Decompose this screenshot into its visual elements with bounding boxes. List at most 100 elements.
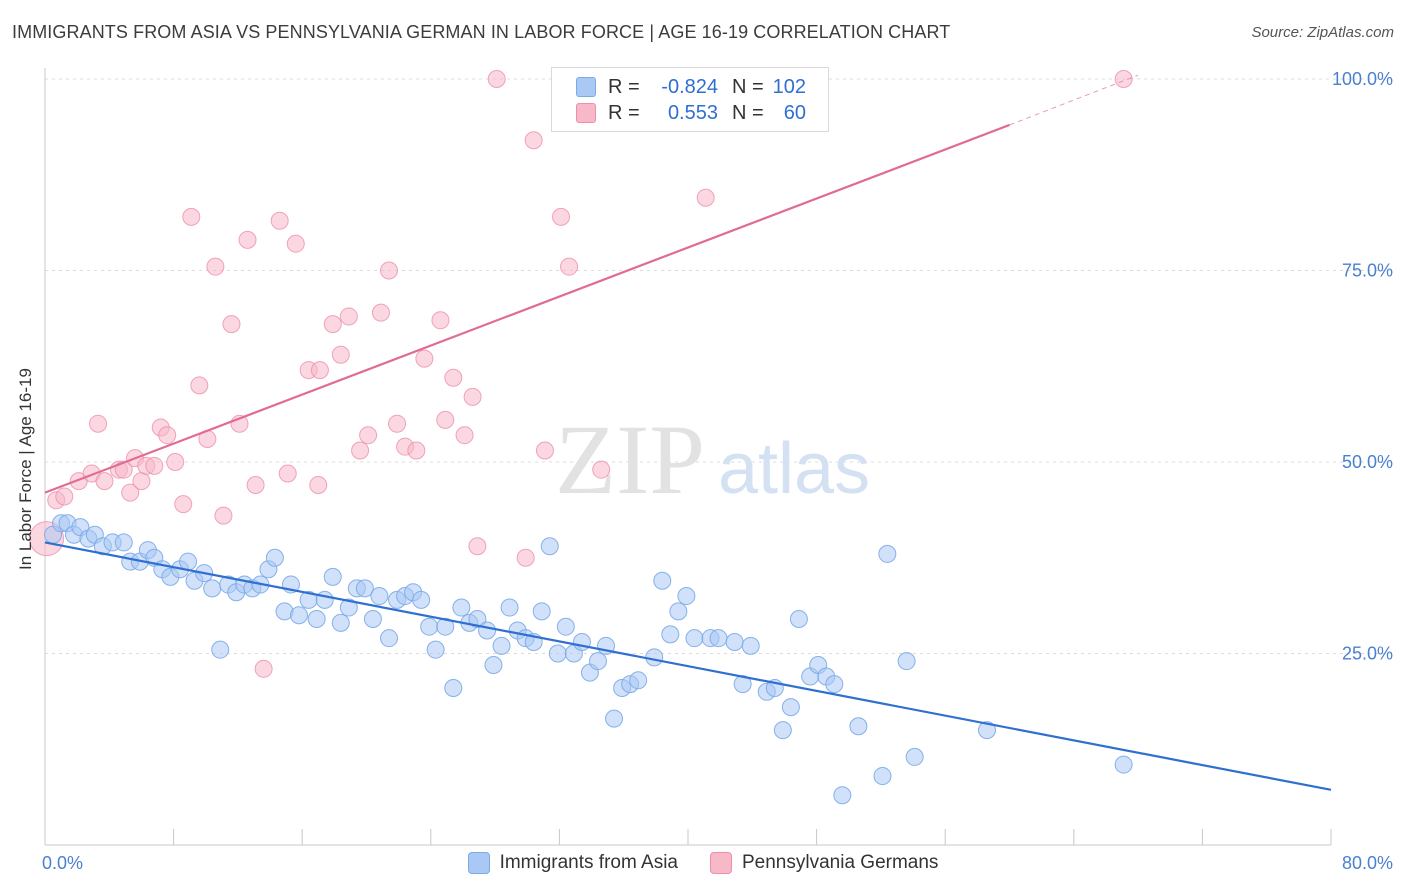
data-point-immigrants-from-asia [725, 633, 744, 652]
legend-swatch-pg [710, 852, 732, 874]
data-point-pennsylvania-germans [121, 483, 140, 502]
data-point-immigrants-from-asia [412, 590, 431, 609]
data-point-pennsylvania-germans [524, 131, 543, 150]
data-point-immigrants-from-asia [452, 598, 471, 617]
data-point-immigrants-from-asia [500, 598, 519, 617]
data-point-pennsylvania-germans [214, 506, 233, 525]
data-point-immigrants-from-asia [905, 747, 924, 766]
data-point-immigrants-from-asia [492, 636, 511, 655]
data-point-immigrants-from-asia [645, 648, 664, 667]
data-point-pennsylvania-germans [132, 472, 151, 491]
y-axis-label: In Labor Force | Age 16-19 [16, 368, 35, 570]
data-point-immigrants-from-asia [426, 640, 445, 659]
data-point-immigrants-from-asia [677, 587, 696, 606]
data-point-immigrants-from-asia [307, 610, 326, 629]
data-point-pennsylvania-germans [310, 361, 329, 380]
legend-n-value-asia: 102 [772, 75, 806, 98]
data-point-immigrants-from-asia [873, 767, 892, 786]
data-point-immigrants-from-asia [179, 552, 198, 571]
legend-item-asia[interactable]: Immigrants from Asia [467, 852, 678, 874]
data-point-immigrants-from-asia [773, 721, 792, 740]
data-point-immigrants-from-asia [825, 675, 844, 694]
data-point-pennsylvania-germans [468, 537, 487, 556]
watermark-atlas: atlas [718, 429, 870, 509]
trendline-pennsylvania-germans [44, 123, 1010, 494]
data-point-immigrants-from-asia [478, 621, 497, 640]
legend-item-pg[interactable]: Pennsylvania Germans [710, 852, 938, 874]
data-point-pennsylvania-germans [145, 456, 164, 475]
data-point-pennsylvania-germans [380, 261, 399, 280]
data-point-immigrants-from-asia [878, 544, 897, 563]
data-point-pennsylvania-germans [89, 414, 108, 433]
legend-r-value-asia: -0.824 [661, 75, 718, 98]
data-point-immigrants-from-asia [548, 644, 567, 663]
data-point-pennsylvania-germans [415, 349, 434, 368]
tick-labels: 25.0% 50.0% 75.0% 100.0% 0.0% 80.0% [42, 69, 1393, 873]
data-point-pennsylvania-germans [339, 307, 358, 326]
data-point-immigrants-from-asia [605, 709, 624, 728]
data-point-pennsylvania-germans [535, 441, 554, 460]
data-point-immigrants-from-asia [484, 655, 503, 674]
data-point-pennsylvania-germans [351, 441, 370, 460]
data-point-pennsylvania-germans [182, 207, 201, 226]
data-point-immigrants-from-asia [211, 640, 230, 659]
correlation-legend: R = -0.824 N = 102 R = 0.553 N = 60 [551, 67, 829, 132]
data-point-immigrants-from-asia [355, 579, 374, 598]
data-point-pennsylvania-germans [323, 315, 342, 334]
legend-n-label: N = [732, 101, 764, 124]
data-point-immigrants-from-asia [556, 617, 575, 636]
data-point-immigrants-from-asia [444, 678, 463, 697]
data-point-pennsylvania-germans [166, 453, 185, 471]
data-point-pennsylvania-germans [592, 460, 611, 479]
x-tick-label: 0.0% [42, 853, 83, 873]
data-point-immigrants-from-asia [709, 629, 728, 648]
trendline-extension-pennsylvania-germans [1009, 74, 1139, 126]
x-tick-label: 80.0% [1342, 853, 1393, 873]
data-point-immigrants-from-asia [661, 625, 680, 644]
data-point-pennsylvania-germans [696, 188, 715, 207]
y-tick-label: 50.0% [1342, 452, 1393, 472]
data-point-pennsylvania-germans [246, 475, 265, 494]
watermark: ZIP atlas [555, 404, 870, 515]
data-point-pennsylvania-germans [560, 257, 579, 276]
legend-row-asia: R = -0.824 N = 102 [576, 75, 806, 99]
axes [44, 68, 1332, 846]
data-point-pennsylvania-germans [455, 426, 474, 445]
legend-n-value-pg: 60 [783, 101, 806, 124]
legend-swatch-asia [576, 77, 596, 97]
legend-r-label: R = [608, 75, 640, 98]
data-point-pennsylvania-germans [254, 659, 273, 678]
data-point-immigrants-from-asia [1114, 755, 1133, 774]
watermark-zip: ZIP [555, 404, 705, 515]
data-point-immigrants-from-asia [977, 721, 996, 740]
data-point-pennsylvania-germans [286, 234, 305, 253]
y-tick-label: 75.0% [1342, 261, 1393, 281]
data-point-pennsylvania-germans [331, 345, 350, 364]
data-point-pennsylvania-germans [55, 487, 74, 506]
data-point-pennsylvania-germans [516, 548, 535, 567]
data-point-pennsylvania-germans [190, 376, 209, 395]
legend-swatch-pg [576, 103, 596, 123]
data-point-immigrants-from-asia [315, 590, 334, 609]
data-point-pennsylvania-germans [174, 495, 193, 514]
data-point-immigrants-from-asia [339, 598, 358, 617]
data-point-pennsylvania-germans [436, 410, 455, 429]
data-point-immigrants-from-asia [849, 717, 868, 736]
data-point-immigrants-from-asia [789, 610, 808, 629]
series-immigrants-from-asia [44, 514, 1133, 805]
data-point-pennsylvania-germans [206, 257, 225, 276]
data-point-immigrants-from-asia [685, 629, 704, 648]
legend-label-asia: Immigrants from Asia [499, 852, 678, 873]
data-point-pennsylvania-germans [444, 368, 463, 387]
legend-r-label: R = [608, 101, 640, 124]
data-point-immigrants-from-asia [331, 613, 350, 632]
series-pennsylvania-germans [29, 70, 1133, 678]
data-point-pennsylvania-germans [359, 426, 378, 445]
legend-swatch-asia [467, 852, 490, 874]
data-point-immigrants-from-asia [781, 698, 800, 717]
data-point-pennsylvania-germans [487, 70, 506, 88]
data-point-pennsylvania-germans [463, 387, 482, 406]
data-point-immigrants-from-asia [420, 617, 439, 636]
data-point-pennsylvania-germans [431, 311, 450, 330]
data-point-immigrants-from-asia [629, 671, 648, 690]
